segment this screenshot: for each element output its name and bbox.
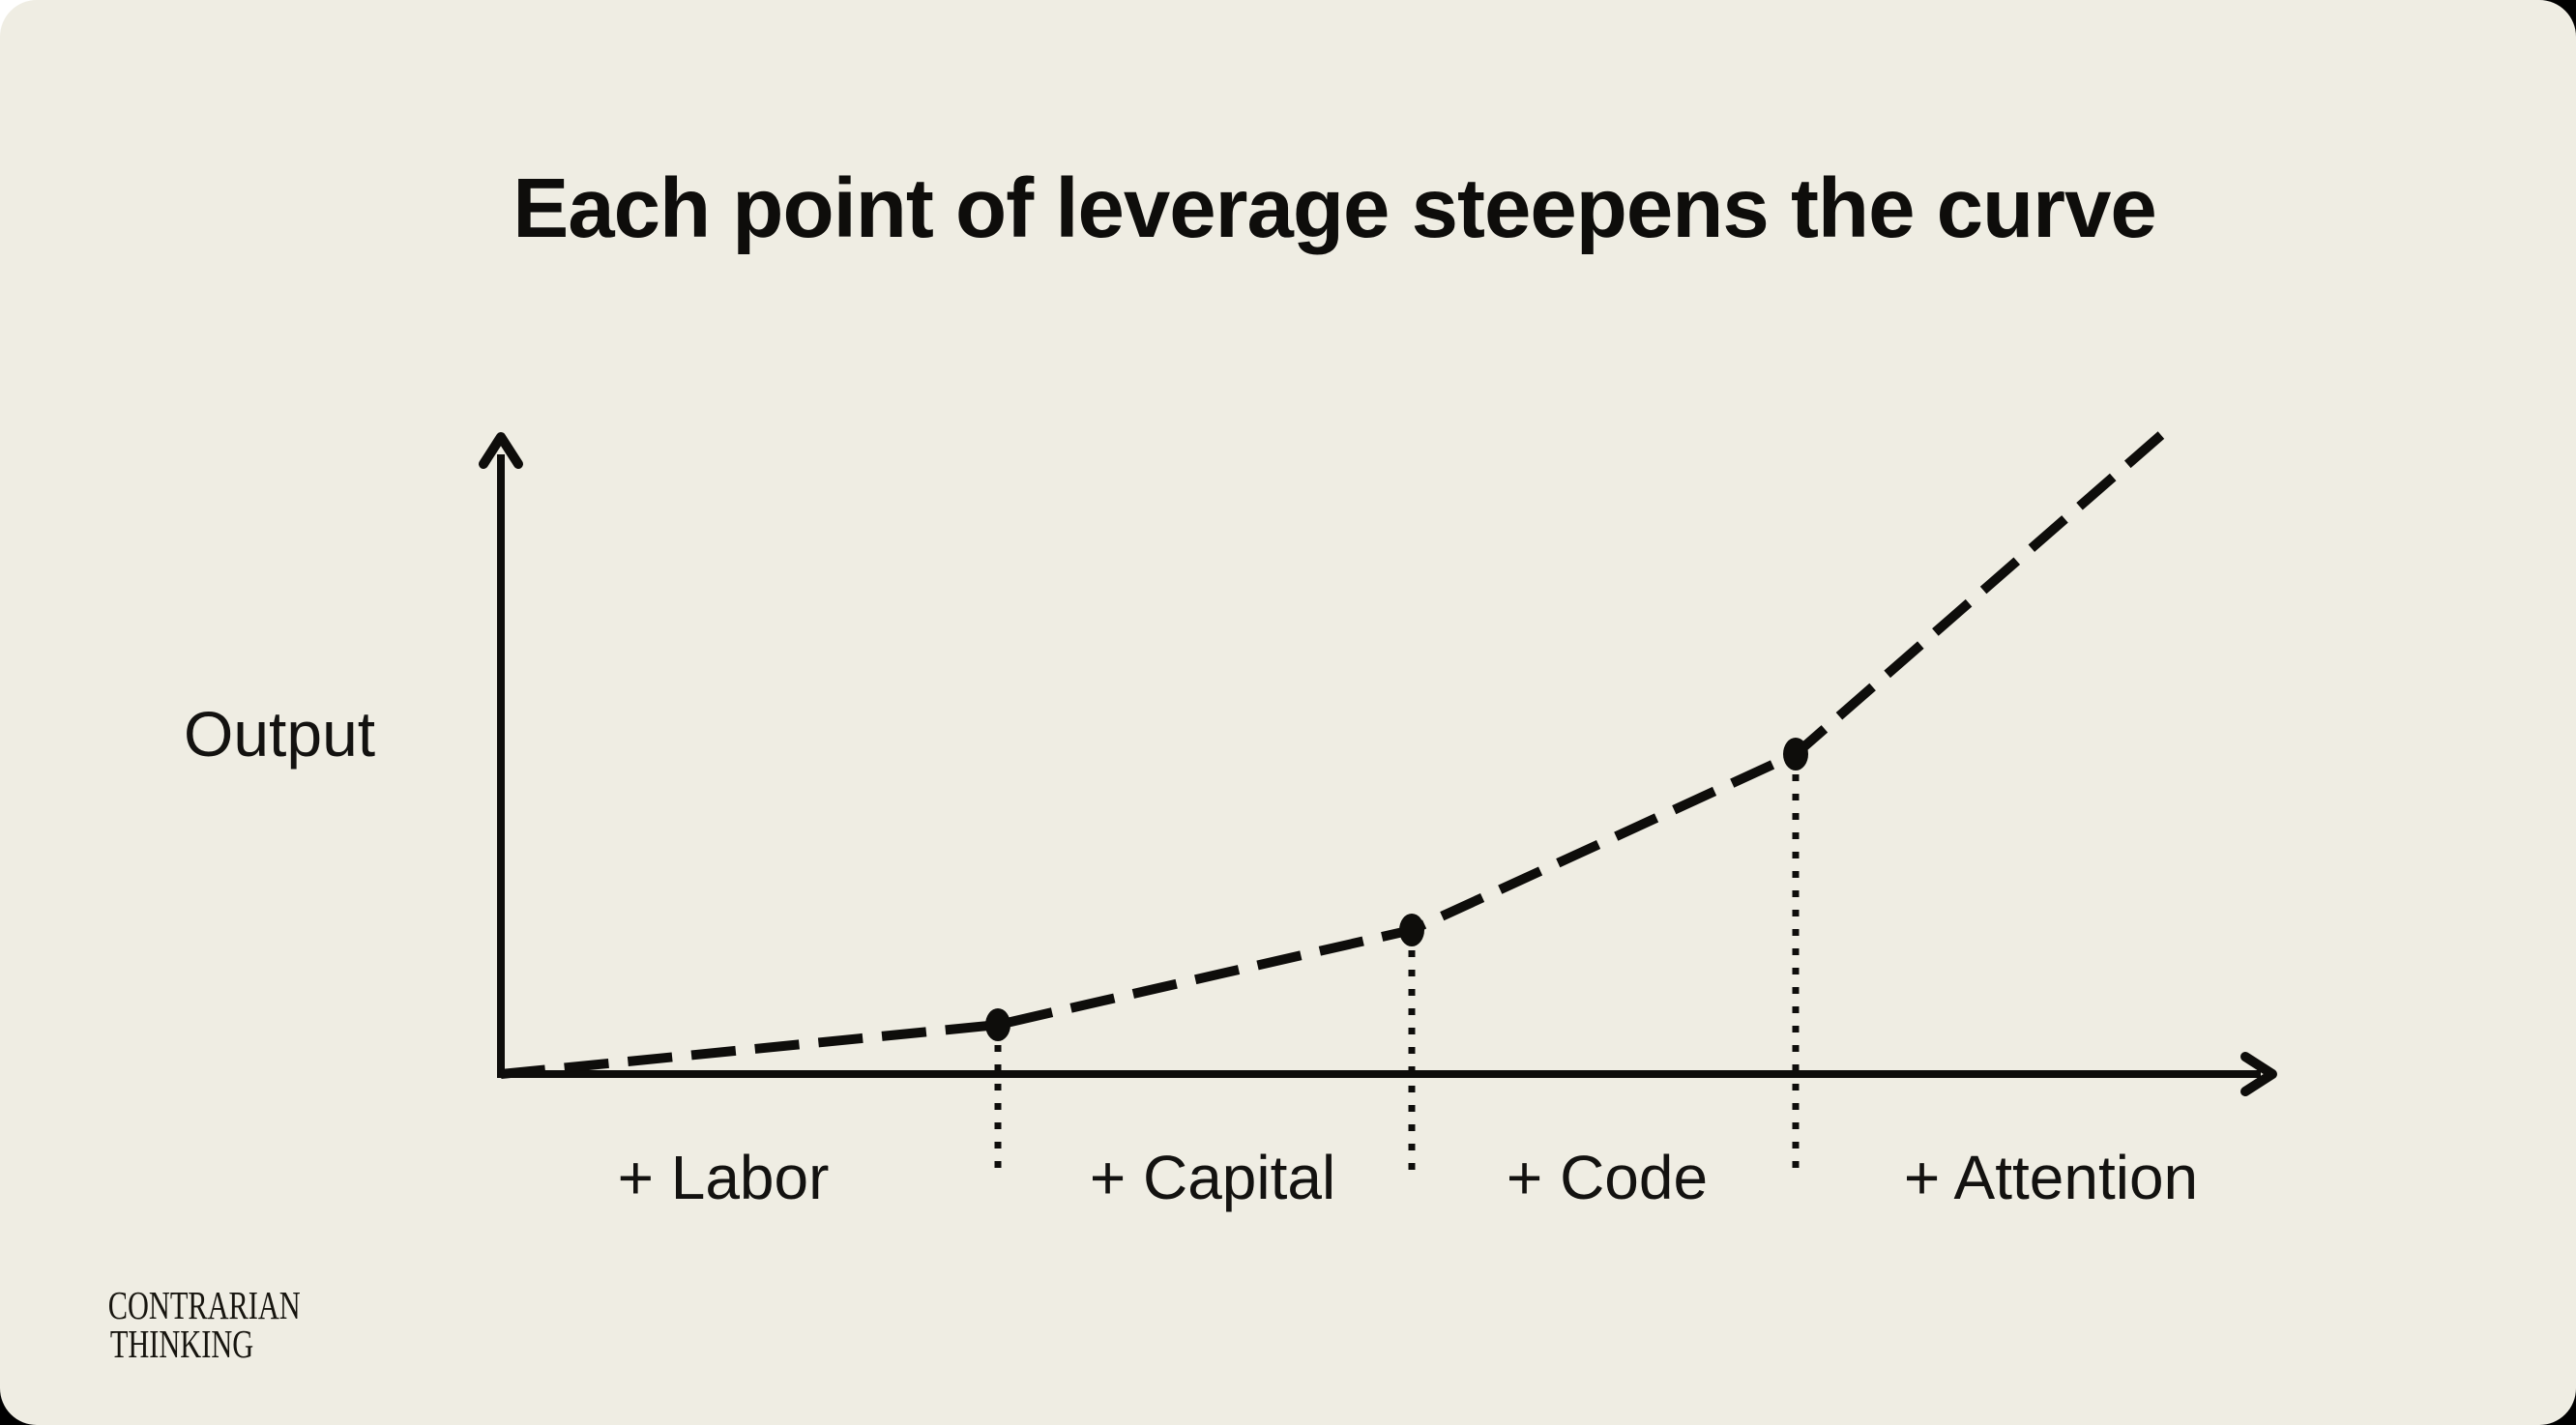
chart-title: Each point of leverage steepens the curv… <box>512 161 2157 255</box>
x-segment-label-labor: + Labor <box>617 1143 830 1212</box>
x-segment-label-attention: + Attention <box>1903 1143 2199 1212</box>
data-point-dot <box>985 1008 1010 1041</box>
data-point-dot <box>1399 914 1424 946</box>
x-segment-label-capital: + Capital <box>1089 1143 1336 1212</box>
brand-name-line1: CONTRARIAN <box>107 1283 301 1327</box>
y-axis-label-output: Output <box>184 698 376 770</box>
brand-name-line2: THINKING <box>109 1322 254 1366</box>
x-segment-label-code: + Code <box>1506 1143 1709 1212</box>
data-point-dot <box>1783 738 1808 771</box>
brand-logo: CONTRARIAN THINKING <box>82 1283 301 1366</box>
x-axis-arrowhead-icon <box>2240 1052 2277 1096</box>
leverage-curve-dashed-line <box>500 431 2165 1079</box>
y-axis-arrowhead-icon <box>479 432 523 469</box>
